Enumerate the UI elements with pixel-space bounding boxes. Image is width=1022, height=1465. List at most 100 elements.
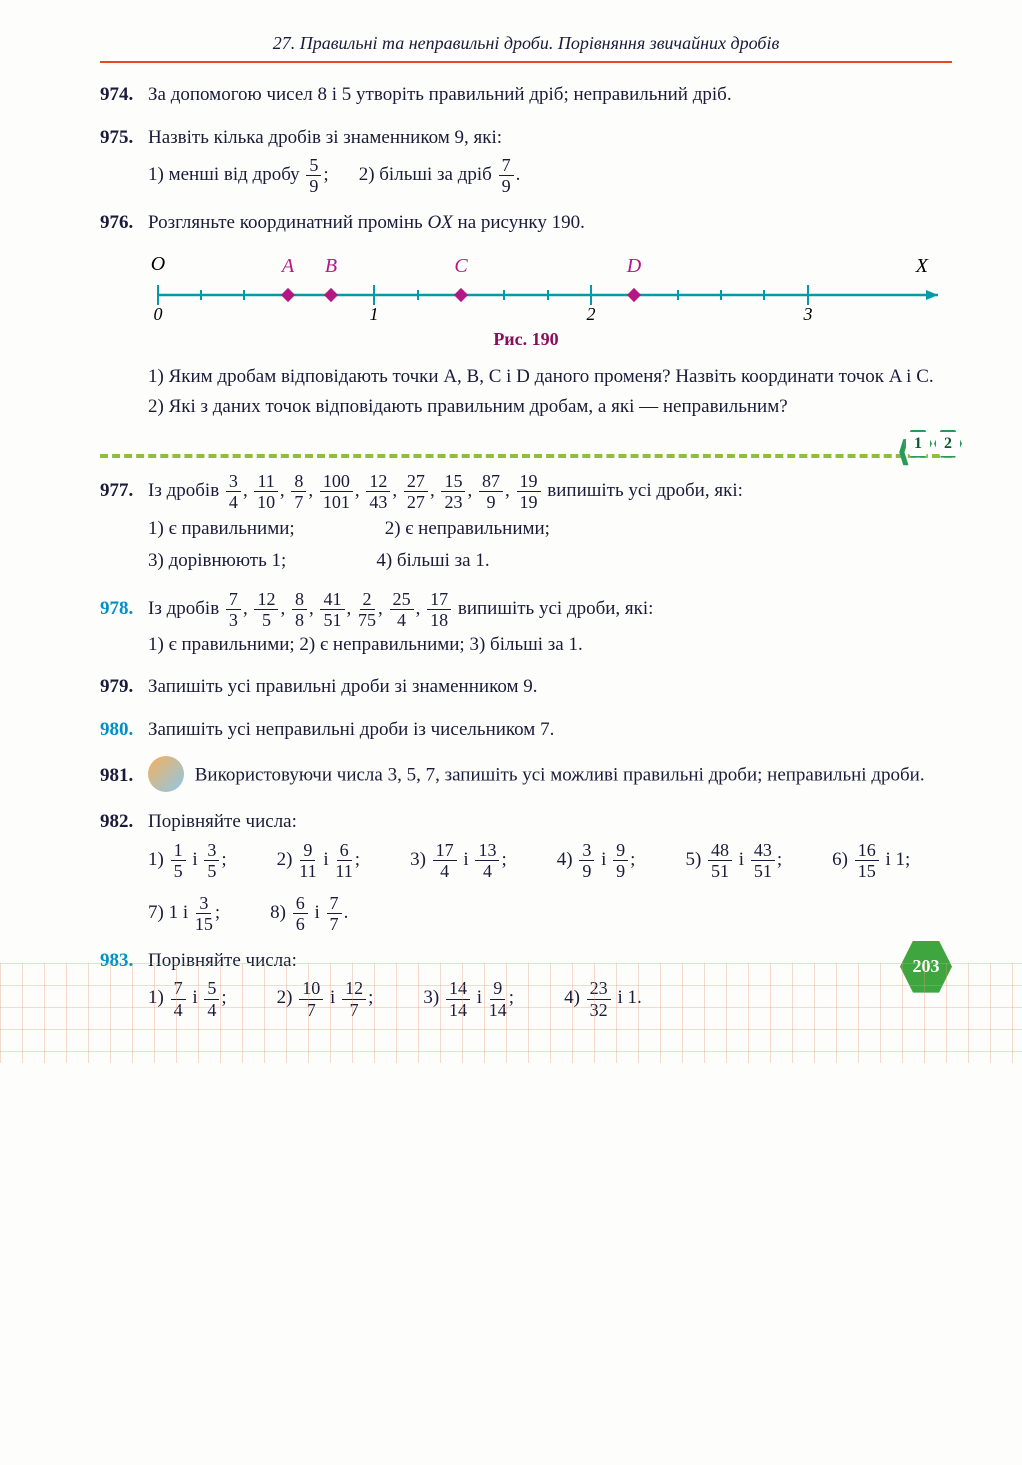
text-part: Із дробів (148, 598, 224, 619)
compare-item: 7) 1 і 315; (148, 894, 220, 933)
denominator: 5 (207, 861, 216, 880)
numerator: 17 (427, 590, 451, 610)
numerator: 12 (254, 590, 278, 610)
fraction: 1414 (446, 979, 470, 1018)
fraction: 66 (293, 894, 308, 933)
fraction: 2332 (587, 979, 611, 1018)
numerator: 3 (226, 472, 241, 492)
denominator: 9 (582, 861, 591, 880)
compare-item: 5) 4851 і 4351; (685, 841, 782, 880)
sub-item: 1) є правильними; (148, 515, 295, 544)
problem-number: 980. (100, 716, 148, 745)
fraction: 4151 (320, 590, 344, 629)
numerator: 48 (708, 841, 732, 861)
numerator: 3 (196, 894, 211, 914)
point-label: B (325, 255, 337, 277)
fraction: 1919 (517, 472, 541, 511)
fraction: 1523 (441, 472, 465, 511)
numerator: 13 (475, 841, 499, 861)
problem-977: 977. Із дробів 34, 1110, 87, 100101, 124… (100, 472, 952, 576)
compare-item: 8) 66 і 77. (270, 894, 348, 933)
fraction: 77 (327, 894, 342, 933)
fraction: 4351 (751, 841, 775, 880)
problem-number: 979. (100, 673, 148, 702)
problem-979: 979. Запишіть усі правильні дроби зі зна… (100, 673, 952, 702)
fraction: 74 (171, 979, 186, 1018)
denominator: 75 (358, 610, 376, 629)
problem-975: 975. Назвіть кілька дробів зі знаменнико… (100, 124, 952, 196)
difficulty-marker: 2 (934, 430, 962, 458)
text-part: випишіть усі дроби, які: (458, 598, 654, 619)
text-part: випишіть усі дроби, які: (547, 480, 743, 501)
denominator: 4 (174, 1000, 183, 1019)
tick-label: 2 (587, 304, 596, 320)
problem-983: 983. Порівняйте числа: 1) 74 і 54;2) 107… (100, 947, 952, 1019)
page-header: 27. Правильні та неправильні дроби. Порі… (100, 30, 952, 63)
numerator: 41 (320, 590, 344, 610)
fraction: 99 (613, 841, 628, 880)
denominator: 9 (616, 861, 625, 880)
numerator: 43 (751, 841, 775, 861)
chevron-icon: ⟨⟨⟨ (897, 432, 900, 474)
numerator: 7 (226, 590, 241, 610)
problem-976: 976. Розгляньте координатний промінь OX … (100, 209, 952, 422)
problem-number: 976. (100, 209, 148, 238)
problem-text: Порівняйте числа: (148, 947, 952, 976)
denominator: 11 (299, 861, 316, 880)
fraction: 88 (292, 590, 307, 629)
problem-number: 977. (100, 477, 148, 506)
sub-item: 2) більші за дріб 7 9 . (359, 156, 521, 195)
figure-caption: Рис. 190 (100, 326, 952, 353)
denominator: 4 (229, 492, 238, 511)
point-label: A (280, 255, 295, 277)
fraction: 54 (204, 979, 219, 1018)
fraction: 35 (204, 841, 219, 880)
fraction: 914 (489, 979, 507, 1018)
problem-number: 983. (100, 947, 148, 976)
problem-text: Порівняйте числа: (148, 808, 952, 837)
sub-text: 2) більші за дріб (359, 164, 497, 185)
denominator: 101 (323, 492, 350, 511)
numerator: 25 (390, 590, 414, 610)
origin-label: O (151, 253, 165, 275)
problem-text: Запишіть усі неправильні дроби із чисель… (148, 716, 952, 745)
sub-item: 1) менші від дробу 5 9 ; (148, 156, 329, 195)
numerator: 8 (292, 590, 307, 610)
denominator: 19 (520, 492, 538, 511)
denominator: 7 (294, 492, 303, 511)
denominator: 10 (257, 492, 275, 511)
problem-text: Запишіть усі правильні дроби зі знаменни… (148, 673, 952, 702)
problem-text: Із дробів 73, 125, 88, 4151, 275, 254, 1… (148, 590, 952, 629)
fraction: 127 (342, 979, 366, 1018)
tick-label: 0 (154, 304, 163, 320)
numerator: 2 (360, 590, 375, 610)
section-divider: ⟨⟨⟨ 1 2 (100, 436, 952, 458)
numerator: 9 (613, 841, 628, 861)
denominator: 23 (444, 492, 462, 511)
denominator: 4 (483, 861, 492, 880)
sub-item: 1) є правильними; 2) є неправильними; 3)… (148, 631, 952, 660)
denominator: 8 (295, 610, 304, 629)
problem-text: Розгляньте координатний промінь OX на ри… (148, 209, 952, 238)
problem-978: 978. Із дробів 73, 125, 88, 4151, 275, 2… (100, 590, 952, 660)
numerator: 17 (433, 841, 457, 861)
fraction: 2727 (404, 472, 428, 511)
numerator: 7 (327, 894, 342, 914)
denominator: 7 (330, 914, 339, 933)
numerator: 7 (499, 156, 514, 176)
denominator: 18 (430, 610, 448, 629)
denominator: 11 (335, 861, 352, 880)
numerator: 27 (404, 472, 428, 492)
text-part: Використовуючи числа 3, 5, 7, запишіть у… (195, 765, 925, 786)
text-part: Розгляньте координатний промінь (148, 212, 427, 233)
numerator: 16 (855, 841, 879, 861)
numerator: 3 (204, 841, 219, 861)
numerator: 3 (579, 841, 594, 861)
point-label: D (626, 255, 642, 277)
fraction: 15 (171, 841, 186, 880)
denominator: 3 (229, 610, 238, 629)
compare-item: 1) 74 і 54; (148, 979, 227, 1018)
fraction: 315 (195, 894, 213, 933)
compare-item: 3) 174 і 134; (410, 841, 507, 880)
fraction: 107 (299, 979, 323, 1018)
